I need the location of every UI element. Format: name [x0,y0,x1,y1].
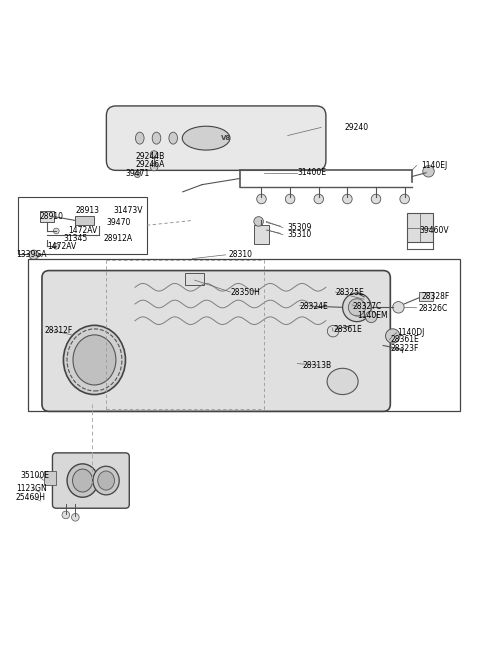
Circle shape [53,243,59,249]
Text: 29246A: 29246A [135,159,164,169]
Ellipse shape [67,464,98,497]
Circle shape [134,172,140,178]
Bar [39,211,54,222]
Text: 28361E: 28361E [390,335,419,344]
Circle shape [62,511,70,519]
Text: 25469H: 25469H [16,492,46,502]
Text: V8: V8 [221,135,231,141]
Ellipse shape [63,326,125,395]
Circle shape [348,299,365,316]
Text: 39460V: 39460V [419,226,449,235]
Text: 28325E: 28325E [336,287,364,297]
Bar [419,292,433,301]
Text: 29244B: 29244B [135,151,164,161]
Circle shape [393,302,404,313]
Text: 28326C: 28326C [419,304,448,314]
Text: 28313B: 28313B [302,360,331,370]
Text: 1140DJ: 1140DJ [397,328,425,337]
Bar [75,216,95,225]
Bar [28,259,459,411]
Text: 28361E: 28361E [333,325,362,334]
Text: 28913: 28913 [75,206,99,216]
Text: 39470: 39470 [107,218,131,227]
Circle shape [400,194,409,204]
Text: 35100E: 35100E [21,471,49,480]
Ellipse shape [98,471,114,490]
Bar [185,273,204,285]
Circle shape [72,513,79,521]
Circle shape [371,194,381,204]
Text: 28324E: 28324E [300,302,328,311]
Text: 29240: 29240 [345,123,369,132]
Text: 35309: 35309 [288,223,312,232]
Text: 1472AV: 1472AV [47,242,76,251]
FancyBboxPatch shape [52,453,129,509]
Ellipse shape [73,335,116,385]
Text: 28350H: 28350H [230,287,260,297]
Circle shape [314,194,324,204]
FancyBboxPatch shape [42,271,390,411]
Circle shape [423,165,434,177]
Text: 31473V: 31473V [114,206,143,216]
Circle shape [343,293,371,322]
Text: 1140EM: 1140EM [357,312,387,320]
Text: 1339GA: 1339GA [16,251,46,259]
Text: 1140EJ: 1140EJ [421,161,447,170]
Ellipse shape [152,132,161,144]
Ellipse shape [327,369,358,395]
Text: 1472AV: 1472AV [68,226,97,235]
Ellipse shape [182,126,230,150]
Circle shape [150,163,158,171]
Text: 28912A: 28912A [104,234,133,243]
Circle shape [53,228,59,234]
Text: 35310: 35310 [288,230,312,239]
Text: 31400E: 31400E [297,168,326,178]
Ellipse shape [169,132,178,144]
Text: 28327C: 28327C [352,302,382,311]
Text: 28910: 28910 [39,212,63,221]
Circle shape [29,250,38,259]
Bar [407,213,433,242]
Circle shape [365,311,377,322]
Circle shape [343,194,352,204]
Text: 39471: 39471 [125,170,150,178]
Text: 28328F: 28328F [421,292,450,302]
Bar [18,196,147,254]
Text: 31345: 31345 [63,234,88,243]
Text: 28310: 28310 [228,251,252,259]
Circle shape [257,194,266,204]
Circle shape [150,151,158,158]
Ellipse shape [135,132,144,144]
Circle shape [254,216,264,226]
Circle shape [385,329,400,343]
Bar [44,471,56,485]
Text: 28323F: 28323F [390,344,419,353]
Text: 1123GN: 1123GN [16,484,47,493]
FancyBboxPatch shape [107,106,326,170]
Text: 28312F: 28312F [44,326,72,335]
Ellipse shape [72,469,93,492]
Bar [254,225,269,245]
Circle shape [285,194,295,204]
Circle shape [327,326,339,337]
Ellipse shape [93,466,119,495]
